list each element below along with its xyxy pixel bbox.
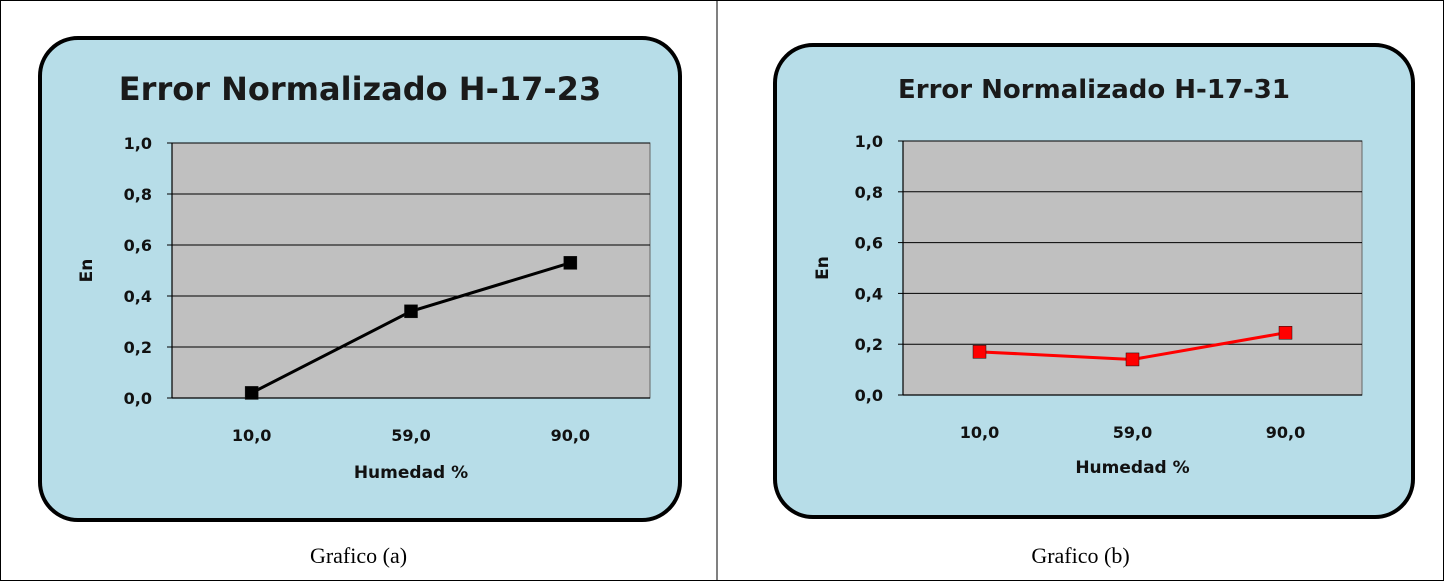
y-tick-label: 0,6 xyxy=(124,236,152,255)
x-tick-label: 10,0 xyxy=(960,423,999,442)
y-tick-label: 0,0 xyxy=(124,389,152,408)
y-tick-label: 1,0 xyxy=(124,134,152,153)
data-point xyxy=(1278,326,1293,340)
caption-b: Grafico (b) xyxy=(1031,543,1130,568)
y-tick-label: 0,4 xyxy=(124,287,152,306)
y-axis-label: En xyxy=(77,259,97,283)
x-axis-label: Humedad % xyxy=(354,463,468,483)
x-tick-label: 90,0 xyxy=(551,426,590,445)
y-tick-label: 0,4 xyxy=(855,284,883,303)
y-tick-label: 0,0 xyxy=(855,386,883,405)
data-point xyxy=(244,386,259,400)
x-tick-label: 59,0 xyxy=(391,426,430,445)
caption-a: Grafico (a) xyxy=(309,543,408,568)
y-tick-label: 0,6 xyxy=(855,234,883,253)
x-tick-label: 90,0 xyxy=(1266,423,1305,442)
y-tick-label: 0,2 xyxy=(855,335,883,354)
plot-area xyxy=(171,142,651,399)
y-tick-label: 0,2 xyxy=(124,338,152,357)
data-point xyxy=(972,345,987,359)
x-tick-label: 10,0 xyxy=(232,426,271,445)
chart-title: Error Normalizado H-17-31 xyxy=(898,75,1290,105)
x-tick-label: 59,0 xyxy=(1113,423,1152,442)
y-axis-label: En xyxy=(813,256,833,280)
data-point xyxy=(1125,352,1140,367)
chart-a: Error Normalizado H-17-23 0,0 0,2 0,4 0,6 0,8… xyxy=(38,36,682,522)
y-tick-label: 1,0 xyxy=(855,132,883,151)
y-tick-label: 0,8 xyxy=(855,183,883,202)
data-point xyxy=(563,256,578,270)
chart-b: Error Normalizado H-17-31 0,0 0,2 0,4 0,6 0,8… xyxy=(773,43,1415,519)
data-point xyxy=(404,304,418,319)
x-axis-label: Humedad % xyxy=(1075,458,1189,478)
y-tick-label: 0,8 xyxy=(124,185,152,204)
chart-title: Error Normalizado H-17-23 xyxy=(119,70,601,108)
